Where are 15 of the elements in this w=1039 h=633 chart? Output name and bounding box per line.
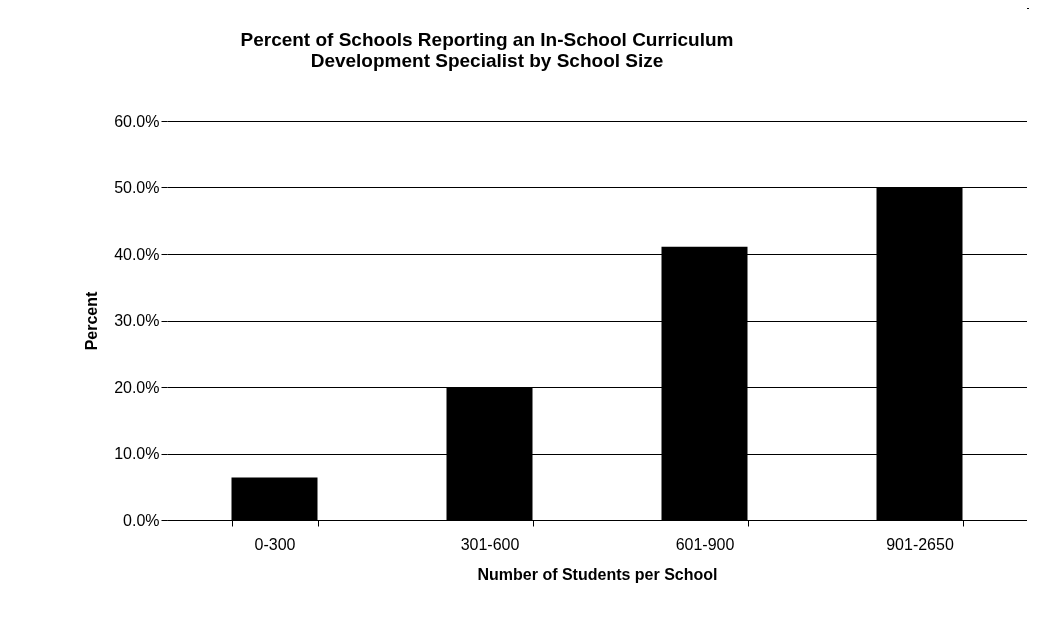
y-tick-label: 0.0%: [123, 511, 160, 529]
x-tick-label: 301-600: [460, 535, 520, 553]
y-tick-label: 40.0%: [114, 245, 160, 263]
x-axis-title: Number of Students per School: [477, 565, 718, 583]
text: Development Specialist by School Size: [310, 50, 664, 71]
y-tick-label: 20.0%: [114, 378, 160, 396]
y-tick-label: 10.0%: [114, 445, 160, 462]
y-axis-title: Percent: [83, 290, 101, 351]
y-tick-label: 60.0%: [114, 112, 160, 130]
y-tick-label: 50.0%: [114, 179, 160, 196]
y-tick-label: 30.0%: [114, 312, 160, 329]
text: Percent of Schools Reporting an In-School Curriculum: [240, 29, 734, 50]
x-tick-label: 601-900: [675, 535, 735, 553]
x-tick-label: 901-2650: [886, 535, 954, 553]
x-tick-label: 0-300: [254, 535, 296, 553]
